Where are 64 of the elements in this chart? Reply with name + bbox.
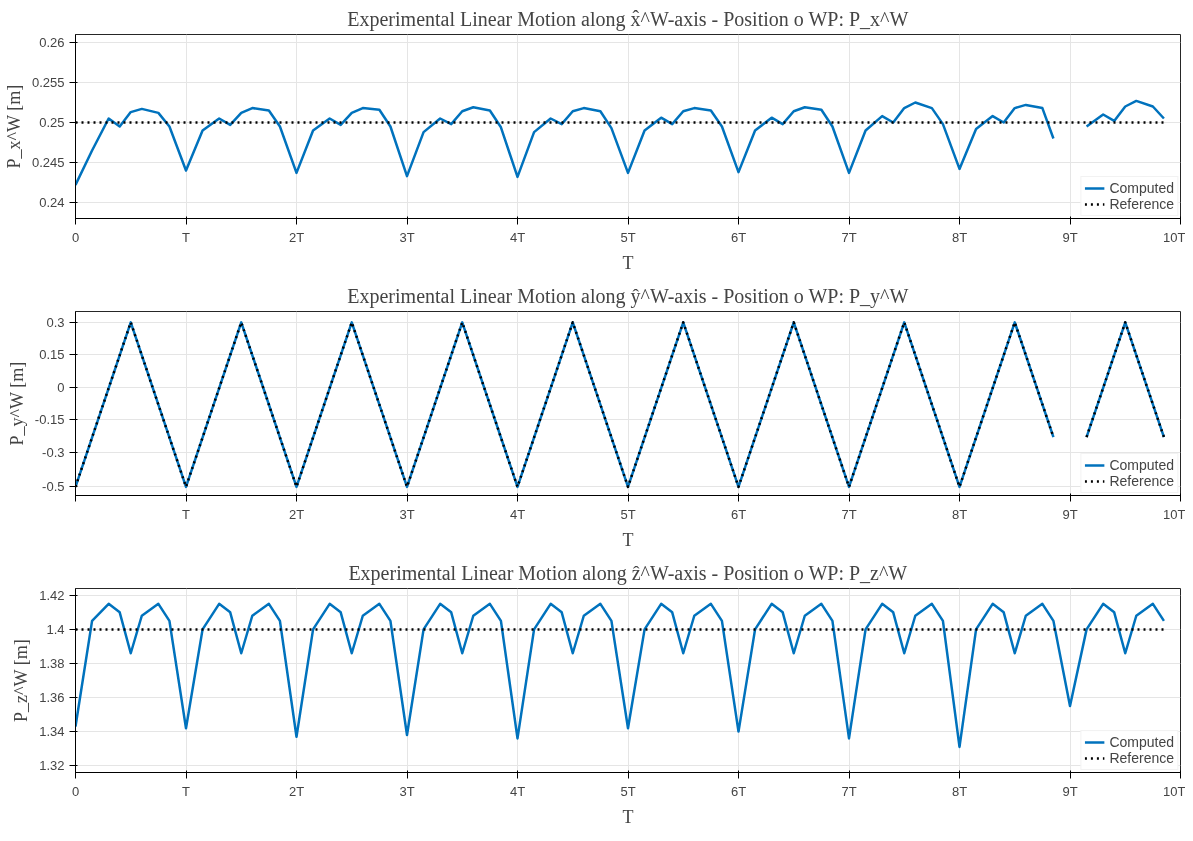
y-tick-label: -0.5 — [42, 479, 65, 495]
x-tick-label: 10T — [1163, 783, 1186, 799]
x-tick-label: T — [182, 229, 191, 245]
x-tick-label: 9T — [1062, 229, 1078, 245]
legend-label: Computed — [1109, 734, 1174, 750]
x-tick-label: 10T — [1163, 506, 1186, 522]
x-tick-label: 2T — [288, 783, 305, 799]
x-tick-label: 10T — [1163, 229, 1186, 245]
x-tick-label: 4T — [509, 783, 526, 799]
y-tick-label: 0.15 — [39, 347, 65, 363]
x-axis-title: T — [622, 529, 634, 550]
x-tick-label: 0 — [71, 229, 80, 245]
y-tick-label: -0.3 — [42, 444, 65, 460]
y-tick-label: 1.34 — [39, 724, 65, 740]
chart-title: Experimental Linear Motion along x̂^W-axis - Position o WP: P_x^W — [347, 7, 909, 31]
x-tick-label: 3T — [399, 229, 415, 245]
y-tick-label: 0.3 — [46, 314, 65, 330]
x-tick-label: T — [182, 506, 191, 522]
y-tick-label: 0.26 — [39, 35, 65, 50]
x-tick-label: 6T — [730, 506, 747, 522]
y-axis-title: P_z^W [m] — [11, 639, 32, 722]
x-tick-label: 9T — [1062, 506, 1078, 522]
y-axis-title: P_y^W [m] — [6, 361, 27, 446]
x-tick-label: 5T — [620, 783, 636, 799]
legend-label: Reference — [1109, 196, 1174, 212]
legend-label: Reference — [1109, 750, 1174, 766]
y-axis-title: P_x^W [m] — [3, 84, 24, 169]
y-tick-label: 0.255 — [31, 75, 65, 90]
x-tick-label: 8T — [951, 506, 968, 522]
legend-label: Computed — [1109, 457, 1174, 473]
y-tick-label: 1.4 — [46, 621, 65, 637]
y-tick-label: 0.24 — [39, 195, 65, 210]
x-tick-label: 5T — [620, 506, 636, 522]
y-tick-label: 0.25 — [39, 115, 65, 130]
x-tick-label: 7T — [841, 783, 857, 799]
x-tick-label: 5T — [620, 229, 636, 245]
x-tick-label: T — [182, 783, 191, 799]
y-tick-label: -0.15 — [34, 412, 65, 428]
y-tick-label: 1.42 — [39, 587, 65, 603]
x-tick-label: 4T — [509, 229, 526, 245]
x-tick-label: 8T — [951, 783, 968, 799]
x-tick-label: 3T — [399, 783, 415, 799]
x-tick-label: 8T — [951, 229, 968, 245]
x-tick-label: 7T — [841, 506, 857, 522]
x-tick-label: 2T — [288, 506, 305, 522]
chart-title: Experimental Linear Motion along ŷ^W-axis - Position o WP: P_y^W — [347, 284, 909, 308]
x-tick-label: 2T — [288, 229, 305, 245]
x-axis-title: T — [622, 252, 634, 273]
x-tick-label: 4T — [509, 506, 526, 522]
x-tick-label: 6T — [730, 783, 747, 799]
y-tick-label: 1.36 — [39, 690, 65, 706]
x-tick-label: 6T — [730, 229, 747, 245]
y-tick-label: 1.32 — [39, 758, 65, 774]
x-tick-label: 3T — [399, 506, 415, 522]
legend-label: Computed — [1109, 180, 1174, 196]
y-tick-label: 0.245 — [31, 155, 65, 170]
y-tick-label: 1.38 — [39, 655, 65, 671]
x-tick-label: 7T — [841, 229, 857, 245]
legend-label: Reference — [1109, 473, 1174, 489]
x-tick-label: 0 — [71, 783, 80, 799]
y-tick-label: 0 — [57, 379, 65, 395]
chart-title: Experimental Linear Motion along ẑ^W-axis - Position o WP: P_z^W — [348, 561, 908, 585]
x-axis-title: T — [622, 806, 634, 827]
x-tick-label: 9T — [1062, 783, 1078, 799]
